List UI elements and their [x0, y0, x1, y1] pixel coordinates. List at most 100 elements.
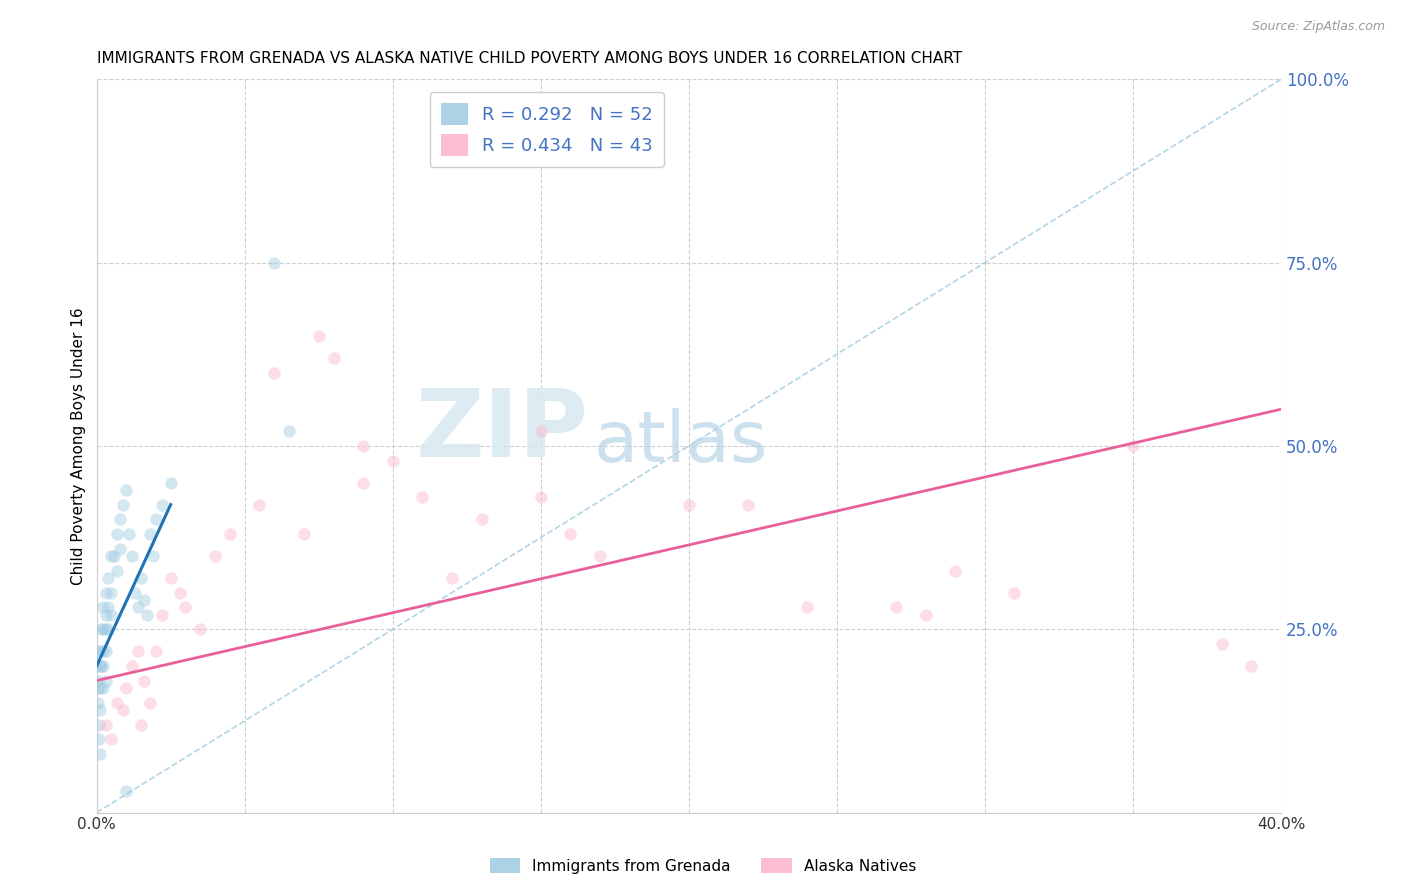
- Point: [91, 659, 114, 673]
- Point: [87, 681, 110, 695]
- Text: IMMIGRANTS FROM GRENADA VS ALASKA NATIVE CHILD POVERTY AMONG BOYS UNDER 16 CORRE: IMMIGRANTS FROM GRENADA VS ALASKA NATIVE…: [97, 51, 962, 66]
- Point: [1122, 439, 1144, 453]
- Point: [884, 600, 907, 615]
- Point: [142, 549, 165, 563]
- Point: [132, 673, 155, 688]
- Point: [100, 585, 122, 599]
- Point: [139, 696, 162, 710]
- Point: [322, 351, 344, 365]
- Point: [97, 622, 120, 636]
- Point: [121, 659, 143, 673]
- Point: [91, 681, 114, 695]
- Point: [1211, 637, 1233, 651]
- Point: [124, 585, 146, 599]
- Point: [105, 696, 128, 710]
- Point: [91, 600, 114, 615]
- Point: [89, 644, 111, 658]
- Point: [169, 585, 191, 599]
- Point: [91, 644, 114, 658]
- Point: [97, 600, 120, 615]
- Point: [87, 644, 110, 658]
- Point: [110, 512, 132, 526]
- Point: [188, 622, 211, 636]
- Point: [94, 585, 117, 599]
- Point: [97, 571, 120, 585]
- Point: [139, 527, 162, 541]
- Point: [89, 659, 111, 673]
- Point: [219, 527, 242, 541]
- Point: [86, 659, 108, 673]
- Point: [100, 607, 122, 622]
- Text: atlas: atlas: [595, 408, 769, 477]
- Point: [94, 673, 117, 688]
- Point: [115, 483, 138, 497]
- Point: [249, 498, 271, 512]
- Point: [589, 549, 612, 563]
- Point: [87, 696, 110, 710]
- Point: [100, 549, 122, 563]
- Point: [1240, 659, 1263, 673]
- Point: [127, 644, 149, 658]
- Point: [90, 659, 112, 673]
- Point: [204, 549, 226, 563]
- Point: [115, 783, 138, 797]
- Point: [263, 255, 285, 269]
- Point: [87, 732, 110, 747]
- Point: [943, 564, 966, 578]
- Legend: Immigrants from Grenada, Alaska Natives: Immigrants from Grenada, Alaska Natives: [484, 852, 922, 880]
- Point: [129, 571, 152, 585]
- Point: [103, 549, 125, 563]
- Point: [796, 600, 818, 615]
- Point: [352, 475, 374, 490]
- Point: [91, 622, 114, 636]
- Point: [150, 498, 173, 512]
- Point: [278, 424, 301, 438]
- Y-axis label: Child Poverty Among Boys Under 16: Child Poverty Among Boys Under 16: [72, 307, 86, 585]
- Point: [105, 527, 128, 541]
- Point: [145, 644, 167, 658]
- Point: [129, 717, 152, 731]
- Text: ZIP: ZIP: [415, 385, 588, 477]
- Point: [174, 600, 197, 615]
- Point: [100, 732, 122, 747]
- Point: [132, 593, 155, 607]
- Point: [145, 512, 167, 526]
- Legend: R = 0.292   N = 52, R = 0.434   N = 43: R = 0.292 N = 52, R = 0.434 N = 43: [430, 92, 664, 167]
- Point: [381, 453, 404, 467]
- Point: [94, 607, 117, 622]
- Point: [1004, 585, 1026, 599]
- Point: [411, 490, 433, 504]
- Point: [737, 498, 759, 512]
- Point: [87, 717, 110, 731]
- Point: [89, 703, 111, 717]
- Point: [115, 681, 138, 695]
- Point: [89, 681, 111, 695]
- Point: [90, 622, 112, 636]
- Point: [94, 717, 117, 731]
- Point: [150, 607, 173, 622]
- Point: [678, 498, 700, 512]
- Point: [112, 498, 135, 512]
- Point: [470, 512, 492, 526]
- Point: [263, 366, 285, 380]
- Point: [159, 571, 181, 585]
- Point: [127, 600, 149, 615]
- Point: [352, 439, 374, 453]
- Point: [86, 673, 108, 688]
- Point: [105, 564, 128, 578]
- Point: [308, 329, 330, 343]
- Point: [94, 622, 117, 636]
- Text: Source: ZipAtlas.com: Source: ZipAtlas.com: [1251, 20, 1385, 33]
- Point: [112, 703, 135, 717]
- Point: [530, 490, 553, 504]
- Point: [118, 527, 141, 541]
- Point: [121, 549, 143, 563]
- Point: [914, 607, 936, 622]
- Point: [440, 571, 463, 585]
- Point: [159, 475, 181, 490]
- Point: [136, 607, 159, 622]
- Point: [530, 424, 553, 438]
- Point: [89, 747, 111, 761]
- Point: [110, 541, 132, 556]
- Point: [94, 644, 117, 658]
